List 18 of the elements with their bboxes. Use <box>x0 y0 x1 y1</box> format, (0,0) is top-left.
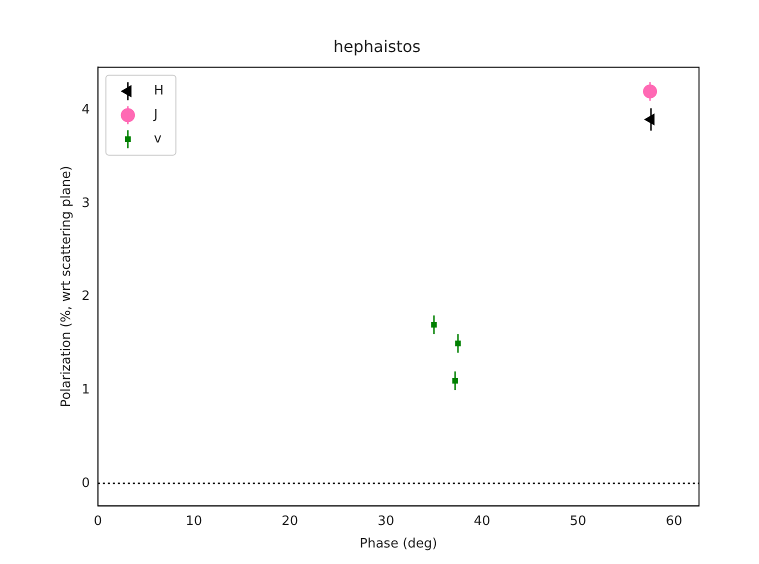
y-axis-title: Polarization (%, wrt scattering plane) <box>59 166 74 408</box>
y-tick-label: 3 <box>82 196 90 211</box>
x-tick-label: 60 <box>666 514 682 529</box>
x-tick-label: 20 <box>282 514 298 529</box>
y-tick-label: 1 <box>82 382 90 398</box>
y-tick-label: 2 <box>82 289 90 304</box>
legend-label: v <box>154 132 162 147</box>
x-tick-label: 0 <box>94 514 102 529</box>
x-axis-title: Phase (deg) <box>360 536 438 552</box>
legend-label: H <box>154 84 164 99</box>
y-tick-label: 4 <box>82 102 90 118</box>
x-tick-label: 30 <box>378 514 394 529</box>
x-tick-label: 50 <box>570 514 586 529</box>
y-tick-label: 0 <box>82 476 90 491</box>
x-tick-label: 10 <box>186 514 202 529</box>
legend-label: J <box>152 108 158 123</box>
chart-title: hephaistos <box>333 36 421 56</box>
x-tick-label: 40 <box>474 514 490 529</box>
